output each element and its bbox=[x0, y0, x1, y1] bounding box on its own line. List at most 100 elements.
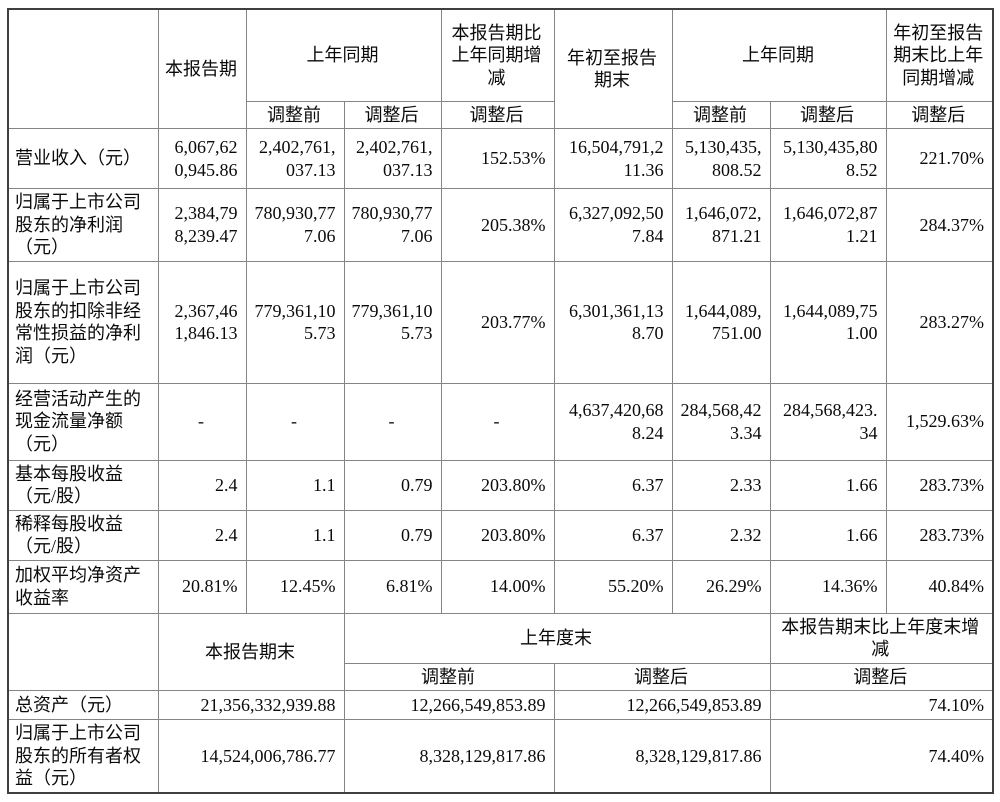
corner-cell bbox=[7, 8, 159, 129]
table-cell: - bbox=[343, 382, 442, 461]
subheader-after-adjustment: 调整后 bbox=[885, 100, 994, 129]
header-ytd-change: 年初至报告期末比上年同期增减 bbox=[885, 8, 994, 102]
header-row-2: 调整前 调整后 调整后 调整前 调整后 调整后 bbox=[8, 100, 994, 129]
table-cell: 74.40% bbox=[769, 719, 994, 793]
table-cell: 2.4 bbox=[157, 509, 247, 561]
table-row-net-profit: 归属于上市公司股东的净利润（元） 2,384,798,239.47 780,93… bbox=[7, 188, 994, 262]
header-end-change: 本报告期末比上年度末增减 bbox=[769, 612, 994, 664]
table-cell: 6,067,620,945.86 bbox=[157, 128, 247, 189]
table-cell: 2,402,761,037.13 bbox=[245, 128, 345, 189]
table-cell: 203.80% bbox=[440, 459, 555, 511]
row-label: 经营活动产生的现金流量净额（元） bbox=[7, 382, 159, 461]
header-row-4: 调整前 调整后 调整后 bbox=[8, 662, 994, 691]
subheader-before-adjustment: 调整前 bbox=[343, 662, 555, 691]
financial-summary-table: 本报告期 上年同期 本报告期比上年同期增减 年初至报告期末 上年同期 年初至报告… bbox=[7, 8, 994, 794]
row-label: 总资产（元） bbox=[7, 690, 159, 720]
table-cell: 21,356,332,939.88 bbox=[157, 690, 345, 720]
header-row-3: 本报告期末 上年度末 本报告期末比上年度末增减 bbox=[7, 612, 994, 691]
table-cell: 284,568,423.34 bbox=[769, 382, 887, 461]
row-label: 营业收入（元） bbox=[7, 128, 159, 189]
table-cell: 0.79 bbox=[343, 459, 442, 511]
table-cell: 14.36% bbox=[769, 559, 887, 614]
row-label: 归属于上市公司股东的净利润（元） bbox=[7, 188, 159, 262]
table-cell: - bbox=[245, 382, 345, 461]
table-row-operating-cash-flow: 经营活动产生的现金流量净额（元） - - - - 4,637,420,688.2… bbox=[7, 382, 994, 461]
table-row-revenue: 营业收入（元） 6,067,620,945.86 2,402,761,037.1… bbox=[7, 128, 994, 189]
table-cell: 1.66 bbox=[769, 509, 887, 561]
table-cell: 40.84% bbox=[885, 559, 994, 614]
row-label: 加权平均净资产收益率 bbox=[7, 559, 159, 614]
table-cell: 1.1 bbox=[245, 509, 345, 561]
table-cell: 779,361,105.73 bbox=[245, 260, 345, 384]
table-cell: 8,328,129,817.86 bbox=[343, 719, 555, 793]
subheader-after-adjustment: 调整后 bbox=[343, 100, 442, 129]
row-label: 基本每股收益（元/股） bbox=[7, 459, 159, 511]
table-cell: 152.53% bbox=[440, 128, 555, 189]
subheader-after-adjustment: 调整后 bbox=[769, 100, 887, 129]
table-row-basic-eps: 基本每股收益（元/股） 2.4 1.1 0.79 203.80% 6.37 2.… bbox=[7, 459, 994, 511]
header-ytd-end: 年初至报告期末 bbox=[553, 8, 673, 129]
table-cell: 0.79 bbox=[343, 509, 442, 561]
table-cell: 283.73% bbox=[885, 509, 994, 561]
table-cell: 284.37% bbox=[885, 188, 994, 262]
table-cell: 6,327,092,507.84 bbox=[553, 188, 673, 262]
table-cell: 2.4 bbox=[157, 459, 247, 511]
subheader-before-adjustment: 调整前 bbox=[245, 100, 345, 129]
header-row-1: 本报告期 上年同期 本报告期比上年同期增减 年初至报告期末 上年同期 年初至报告… bbox=[7, 8, 994, 129]
table-cell: - bbox=[440, 382, 555, 461]
table-cell: 2.33 bbox=[671, 459, 771, 511]
header-prior-year-end: 上年度末 bbox=[343, 612, 771, 664]
table-cell: 1.66 bbox=[769, 459, 887, 511]
table-cell: 74.10% bbox=[769, 690, 994, 720]
subheader-after-adjustment: 调整后 bbox=[769, 662, 994, 691]
table-cell: 5,130,435,808.52 bbox=[671, 128, 771, 189]
table-cell: 1.1 bbox=[245, 459, 345, 511]
table-cell: 283.27% bbox=[885, 260, 994, 384]
header-prior-year-same-period: 上年同期 bbox=[245, 8, 442, 102]
table-cell: 1,529.63% bbox=[885, 382, 994, 461]
table-cell: 1,646,072,871.21 bbox=[671, 188, 771, 262]
table-cell: 12,266,549,853.89 bbox=[553, 690, 771, 720]
table-cell: 1,644,089,751.00 bbox=[671, 260, 771, 384]
table-row-total-assets: 总资产（元） 21,356,332,939.88 12,266,549,853.… bbox=[7, 690, 994, 720]
table-cell: 20.81% bbox=[157, 559, 247, 614]
table-row-weighted-avg-roe: 加权平均净资产收益率 20.81% 12.45% 6.81% 14.00% 55… bbox=[7, 559, 994, 614]
table-cell: 4,637,420,688.24 bbox=[553, 382, 673, 461]
header-current-period-end: 本报告期末 bbox=[157, 612, 345, 691]
subheader-before-adjustment: 调整前 bbox=[671, 100, 771, 129]
table-cell: 2.32 bbox=[671, 509, 771, 561]
table-row-net-profit-excl-nonrecurring: 归属于上市公司股东的扣除非经常性损益的净利润（元） 2,367,461,846.… bbox=[7, 260, 994, 384]
table-cell: 6.37 bbox=[553, 459, 673, 511]
table-cell: 205.38% bbox=[440, 188, 555, 262]
header-current-period: 本报告期 bbox=[157, 8, 247, 129]
table-cell: 780,930,777.06 bbox=[343, 188, 442, 262]
table-cell: 221.70% bbox=[885, 128, 994, 189]
table-cell: 1,646,072,871.21 bbox=[769, 188, 887, 262]
table-cell: 283.73% bbox=[885, 459, 994, 511]
subheader-after-adjustment: 调整后 bbox=[440, 100, 555, 129]
table-cell: 14,524,006,786.77 bbox=[157, 719, 345, 793]
table-cell: 6,301,361,138.70 bbox=[553, 260, 673, 384]
table-cell: 6.37 bbox=[553, 509, 673, 561]
table-cell: 2,384,798,239.47 bbox=[157, 188, 247, 262]
table-cell: 203.77% bbox=[440, 260, 555, 384]
table-cell: 16,504,791,211.36 bbox=[553, 128, 673, 189]
table-cell: 2,367,461,846.13 bbox=[157, 260, 247, 384]
table-cell: 12,266,549,853.89 bbox=[343, 690, 555, 720]
table-cell: 6.81% bbox=[343, 559, 442, 614]
header-ytd-prior-year-same-period: 上年同期 bbox=[671, 8, 887, 102]
table-cell: 779,361,105.73 bbox=[343, 260, 442, 384]
table-cell: 5,130,435,808.52 bbox=[769, 128, 887, 189]
row-label: 归属于上市公司股东的所有者权益（元） bbox=[7, 719, 159, 793]
header-period-change: 本报告期比上年同期增减 bbox=[440, 8, 555, 102]
table-cell: 780,930,777.06 bbox=[245, 188, 345, 262]
table-row-diluted-eps: 稀释每股收益（元/股） 2.4 1.1 0.79 203.80% 6.37 2.… bbox=[7, 509, 994, 561]
corner-cell bbox=[7, 612, 159, 691]
table-cell: 14.00% bbox=[440, 559, 555, 614]
table-cell: 26.29% bbox=[671, 559, 771, 614]
table-cell: 55.20% bbox=[553, 559, 673, 614]
table-cell: 284,568,423.34 bbox=[671, 382, 771, 461]
table-cell: - bbox=[157, 382, 247, 461]
table-cell: 8,328,129,817.86 bbox=[553, 719, 771, 793]
